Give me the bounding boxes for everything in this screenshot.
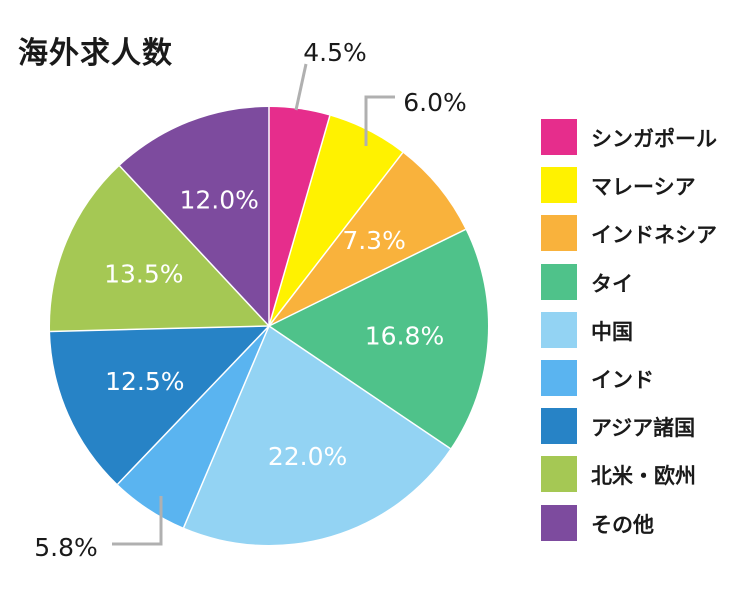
slice-separator xyxy=(182,325,270,528)
legend-swatch xyxy=(541,456,577,493)
slice-value-label: 4.5% xyxy=(303,38,367,67)
pie-slice xyxy=(183,326,451,546)
slice-separator xyxy=(268,152,404,327)
legend-swatch xyxy=(541,119,577,155)
slice-value-label: 7.3% xyxy=(342,226,406,255)
pie-slice xyxy=(117,326,269,528)
leader-line xyxy=(364,95,395,146)
legend-swatch xyxy=(541,408,577,445)
slice-separator xyxy=(268,228,466,327)
legend-swatch xyxy=(541,504,577,541)
legend-swatch xyxy=(541,311,577,348)
legend-label: インドネシア xyxy=(591,223,717,248)
legend-item: マレーシア xyxy=(541,167,741,204)
pie-slice xyxy=(50,326,269,485)
slice-separator xyxy=(50,325,270,333)
legend-swatch xyxy=(541,263,577,300)
slice-separator xyxy=(268,115,331,327)
legend-label: アジア諸国 xyxy=(591,416,696,441)
legend-swatch xyxy=(541,360,577,396)
pie-slice xyxy=(269,229,489,449)
pie-slice xyxy=(50,165,270,332)
slice-separator xyxy=(268,325,451,450)
legend-swatch xyxy=(541,215,577,252)
legend-label: その他 xyxy=(591,512,654,537)
legend-item: インドネシア xyxy=(541,215,741,252)
leader-line xyxy=(294,63,308,111)
slice-value-label: 6.0% xyxy=(403,88,467,117)
legend-item: アジア諸国 xyxy=(541,408,741,445)
legend-item: インド xyxy=(541,360,741,396)
chart-title: 海外求人数 xyxy=(18,36,173,71)
slice-value-label: 16.8% xyxy=(365,321,444,350)
legend-label: マレーシア xyxy=(591,175,696,200)
legend-item: 中国 xyxy=(541,311,741,348)
slice-separator xyxy=(119,165,270,327)
legend-item: タイ xyxy=(541,263,741,300)
legend-swatch xyxy=(541,167,577,204)
pie-slice xyxy=(269,152,466,326)
slice-value-label: 13.5% xyxy=(104,260,183,289)
slice-value-label: 22.0% xyxy=(268,442,347,471)
legend-item: 北米・欧州 xyxy=(541,456,741,493)
slice-separator xyxy=(117,325,270,485)
legend-label: インド xyxy=(591,368,654,392)
legend-label: タイ xyxy=(591,271,633,296)
legend-item: その他 xyxy=(541,504,741,541)
legend-label: 北米・欧州 xyxy=(591,464,696,489)
slice-value-label: 5.8% xyxy=(34,533,98,562)
slice-value-label: 12.5% xyxy=(105,367,184,396)
pie-slice xyxy=(269,115,403,326)
legend-item: シンガポール xyxy=(541,119,741,155)
legend-label: シンガポール xyxy=(591,127,717,151)
slice-value-label: 12.0% xyxy=(179,186,258,215)
pie-slice xyxy=(119,107,269,326)
leader-line xyxy=(112,496,163,546)
legend-label: 中国 xyxy=(591,319,633,344)
